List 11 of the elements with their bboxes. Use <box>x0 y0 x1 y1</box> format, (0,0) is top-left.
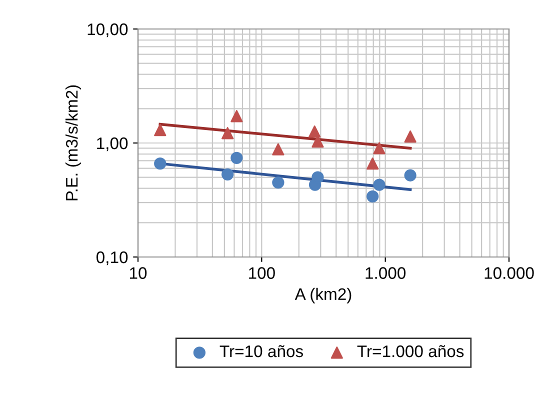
y-tick-label: 0,10 <box>96 251 128 266</box>
y-axis-title: P.E. (m3/s/km2) <box>65 85 82 200</box>
legend-label: Tr=10 años <box>220 345 303 358</box>
x-tick-label: 100 <box>249 267 275 279</box>
y-tick-label: 1,00 <box>97 137 128 152</box>
x-tick-label: 10 <box>130 267 147 279</box>
x-tick-label: 1.000 <box>366 267 406 279</box>
legend-label: Tr=1.000 años <box>357 345 464 358</box>
x-axis-title: A (km2) <box>294 288 352 304</box>
x-tick-label: 10.000 <box>484 267 534 279</box>
y-tick-label: 10,00 <box>88 23 128 38</box>
